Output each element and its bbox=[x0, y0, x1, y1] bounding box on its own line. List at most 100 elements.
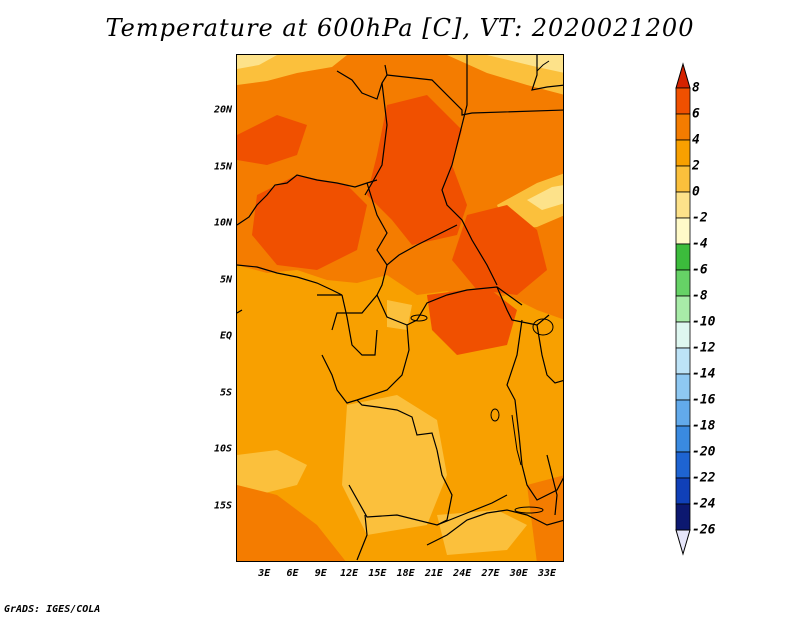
border-cameroon-gabon bbox=[331, 264, 388, 331]
lon-tick-label: 3E bbox=[258, 568, 271, 579]
coast-stub bbox=[237, 309, 243, 314]
field-m2-0-nw bbox=[237, 55, 277, 69]
colorbar-level-label: 8 bbox=[692, 80, 700, 96]
colorbar-level-label: -8 bbox=[692, 288, 708, 304]
lakes bbox=[410, 60, 554, 514]
border-libya-egypt bbox=[461, 55, 468, 126]
colorbar-level-label: 6 bbox=[692, 106, 700, 122]
field-6-8-nigeria bbox=[252, 175, 367, 270]
border-chad-libya bbox=[386, 74, 563, 116]
lat-tick-label: 10N bbox=[213, 217, 232, 229]
lon-tick-label: 24E bbox=[453, 568, 472, 579]
colorbar-bin bbox=[675, 113, 691, 141]
field-m2-0-ne bbox=[487, 55, 563, 73]
colorbar-bin bbox=[675, 451, 691, 479]
border-angola-zambia bbox=[436, 449, 453, 526]
field-0-2-central bbox=[387, 300, 412, 330]
country-borders bbox=[237, 55, 563, 561]
field-0-2-angola bbox=[342, 395, 447, 535]
lon-tick-label: 21E bbox=[424, 568, 443, 579]
lon-tick-label: 6E bbox=[286, 568, 299, 579]
red-sea-coast bbox=[536, 60, 550, 72]
field-4-6-se bbox=[527, 475, 563, 561]
lake-kariba bbox=[514, 506, 544, 514]
map-title: Temperature at 600hPa [C], VT: 202002120… bbox=[105, 14, 695, 42]
lake-victoria bbox=[532, 318, 554, 336]
border-angola-namibia bbox=[348, 484, 508, 526]
colorbar-bin bbox=[675, 347, 691, 375]
border-drc-angola bbox=[356, 399, 438, 451]
colorbar-level-label: -10 bbox=[692, 314, 716, 330]
lon-tick-label: 27E bbox=[481, 568, 500, 579]
lon-tick-label: 33E bbox=[538, 568, 557, 579]
colorbar-level-label: 4 bbox=[692, 132, 700, 148]
lon-tick-label: 9E bbox=[314, 568, 327, 579]
colorbar-level-label: -26 bbox=[692, 522, 716, 538]
lon-tick-label: 30E bbox=[509, 568, 528, 579]
lat-tick-label: 15S bbox=[213, 500, 232, 512]
colorbar-bin bbox=[675, 399, 691, 427]
colorbar-bin bbox=[675, 139, 691, 167]
field-6-8-chad bbox=[367, 95, 467, 245]
lon-tick-label: 18E bbox=[396, 568, 415, 579]
border-sahel-west bbox=[237, 174, 378, 226]
colorbar-level-label: 2 bbox=[692, 158, 700, 174]
colorbar-bin bbox=[675, 503, 691, 531]
border-sudan-uganda bbox=[496, 286, 550, 326]
lake-tanganyika bbox=[511, 414, 522, 466]
colorbar-bin bbox=[675, 321, 691, 349]
field-0-2-nw bbox=[237, 55, 347, 85]
lat-tick-label: 15N bbox=[213, 161, 232, 173]
temperature-field bbox=[237, 55, 563, 561]
colorbar-level-label: -16 bbox=[692, 392, 716, 408]
border-lake-malawi bbox=[546, 454, 558, 516]
lat-tick-label: EQ bbox=[219, 330, 232, 342]
temperature-map bbox=[236, 54, 564, 562]
lat-tick-label: 5S bbox=[219, 387, 232, 399]
colorbar-level-label: -2 bbox=[692, 210, 708, 226]
border-congo-drc bbox=[356, 324, 410, 401]
border-drc-east bbox=[506, 319, 563, 501]
colorbar-bin bbox=[675, 191, 691, 219]
field-0-2-south bbox=[437, 510, 527, 555]
colorbar-bin bbox=[675, 87, 691, 115]
colorbar-level-label: -20 bbox=[692, 444, 716, 460]
colorbar-level-label: -24 bbox=[692, 496, 716, 512]
colorbar-bin bbox=[675, 165, 691, 193]
colorbar-bin bbox=[675, 269, 691, 297]
colorbar-level-label: -18 bbox=[692, 418, 716, 434]
coastline-gulf-of-guinea bbox=[237, 264, 343, 296]
field-m2-0-east bbox=[527, 185, 563, 210]
border-uganda-kenya bbox=[536, 324, 563, 384]
colorbar-bin bbox=[675, 295, 691, 323]
border-zambia-zimbabwe bbox=[426, 509, 563, 546]
colorbar-bottom-arrow bbox=[675, 529, 691, 556]
field-6-8-sudan bbox=[452, 205, 547, 295]
field-6-8-west bbox=[237, 115, 307, 165]
colorbar-level-label: -12 bbox=[692, 340, 716, 356]
lon-tick-label: 15E bbox=[368, 568, 387, 579]
border-car-drc bbox=[376, 286, 523, 326]
colorbar-level-label: 0 bbox=[692, 184, 700, 200]
lat-tick-label: 20N bbox=[213, 104, 232, 116]
border-niger-chad bbox=[364, 82, 388, 196]
colorbar-bin bbox=[675, 243, 691, 271]
lake-mweru bbox=[490, 408, 500, 422]
colorbar-bin bbox=[675, 425, 691, 453]
field-4-6-sw bbox=[237, 485, 346, 561]
lat-tick-label: 5N bbox=[219, 274, 232, 286]
border-chad-sudan bbox=[441, 124, 498, 286]
colorbar-level-label: -14 bbox=[692, 366, 716, 382]
border-namibia-south bbox=[356, 514, 368, 561]
coastline-congo bbox=[321, 354, 358, 404]
lon-tick-label: 12E bbox=[340, 568, 359, 579]
colorbar-top-arrow bbox=[675, 62, 691, 89]
lake-central bbox=[410, 314, 428, 322]
grads-credit: GrADS: IGES/COLA bbox=[4, 604, 101, 615]
border-egypt-sudan bbox=[531, 55, 563, 91]
colorbar-level-label: -6 bbox=[692, 262, 708, 278]
field-0-2-sw bbox=[237, 450, 307, 500]
lat-tick-label: 10S bbox=[213, 443, 232, 455]
colorbar-level-label: -4 bbox=[692, 236, 708, 252]
